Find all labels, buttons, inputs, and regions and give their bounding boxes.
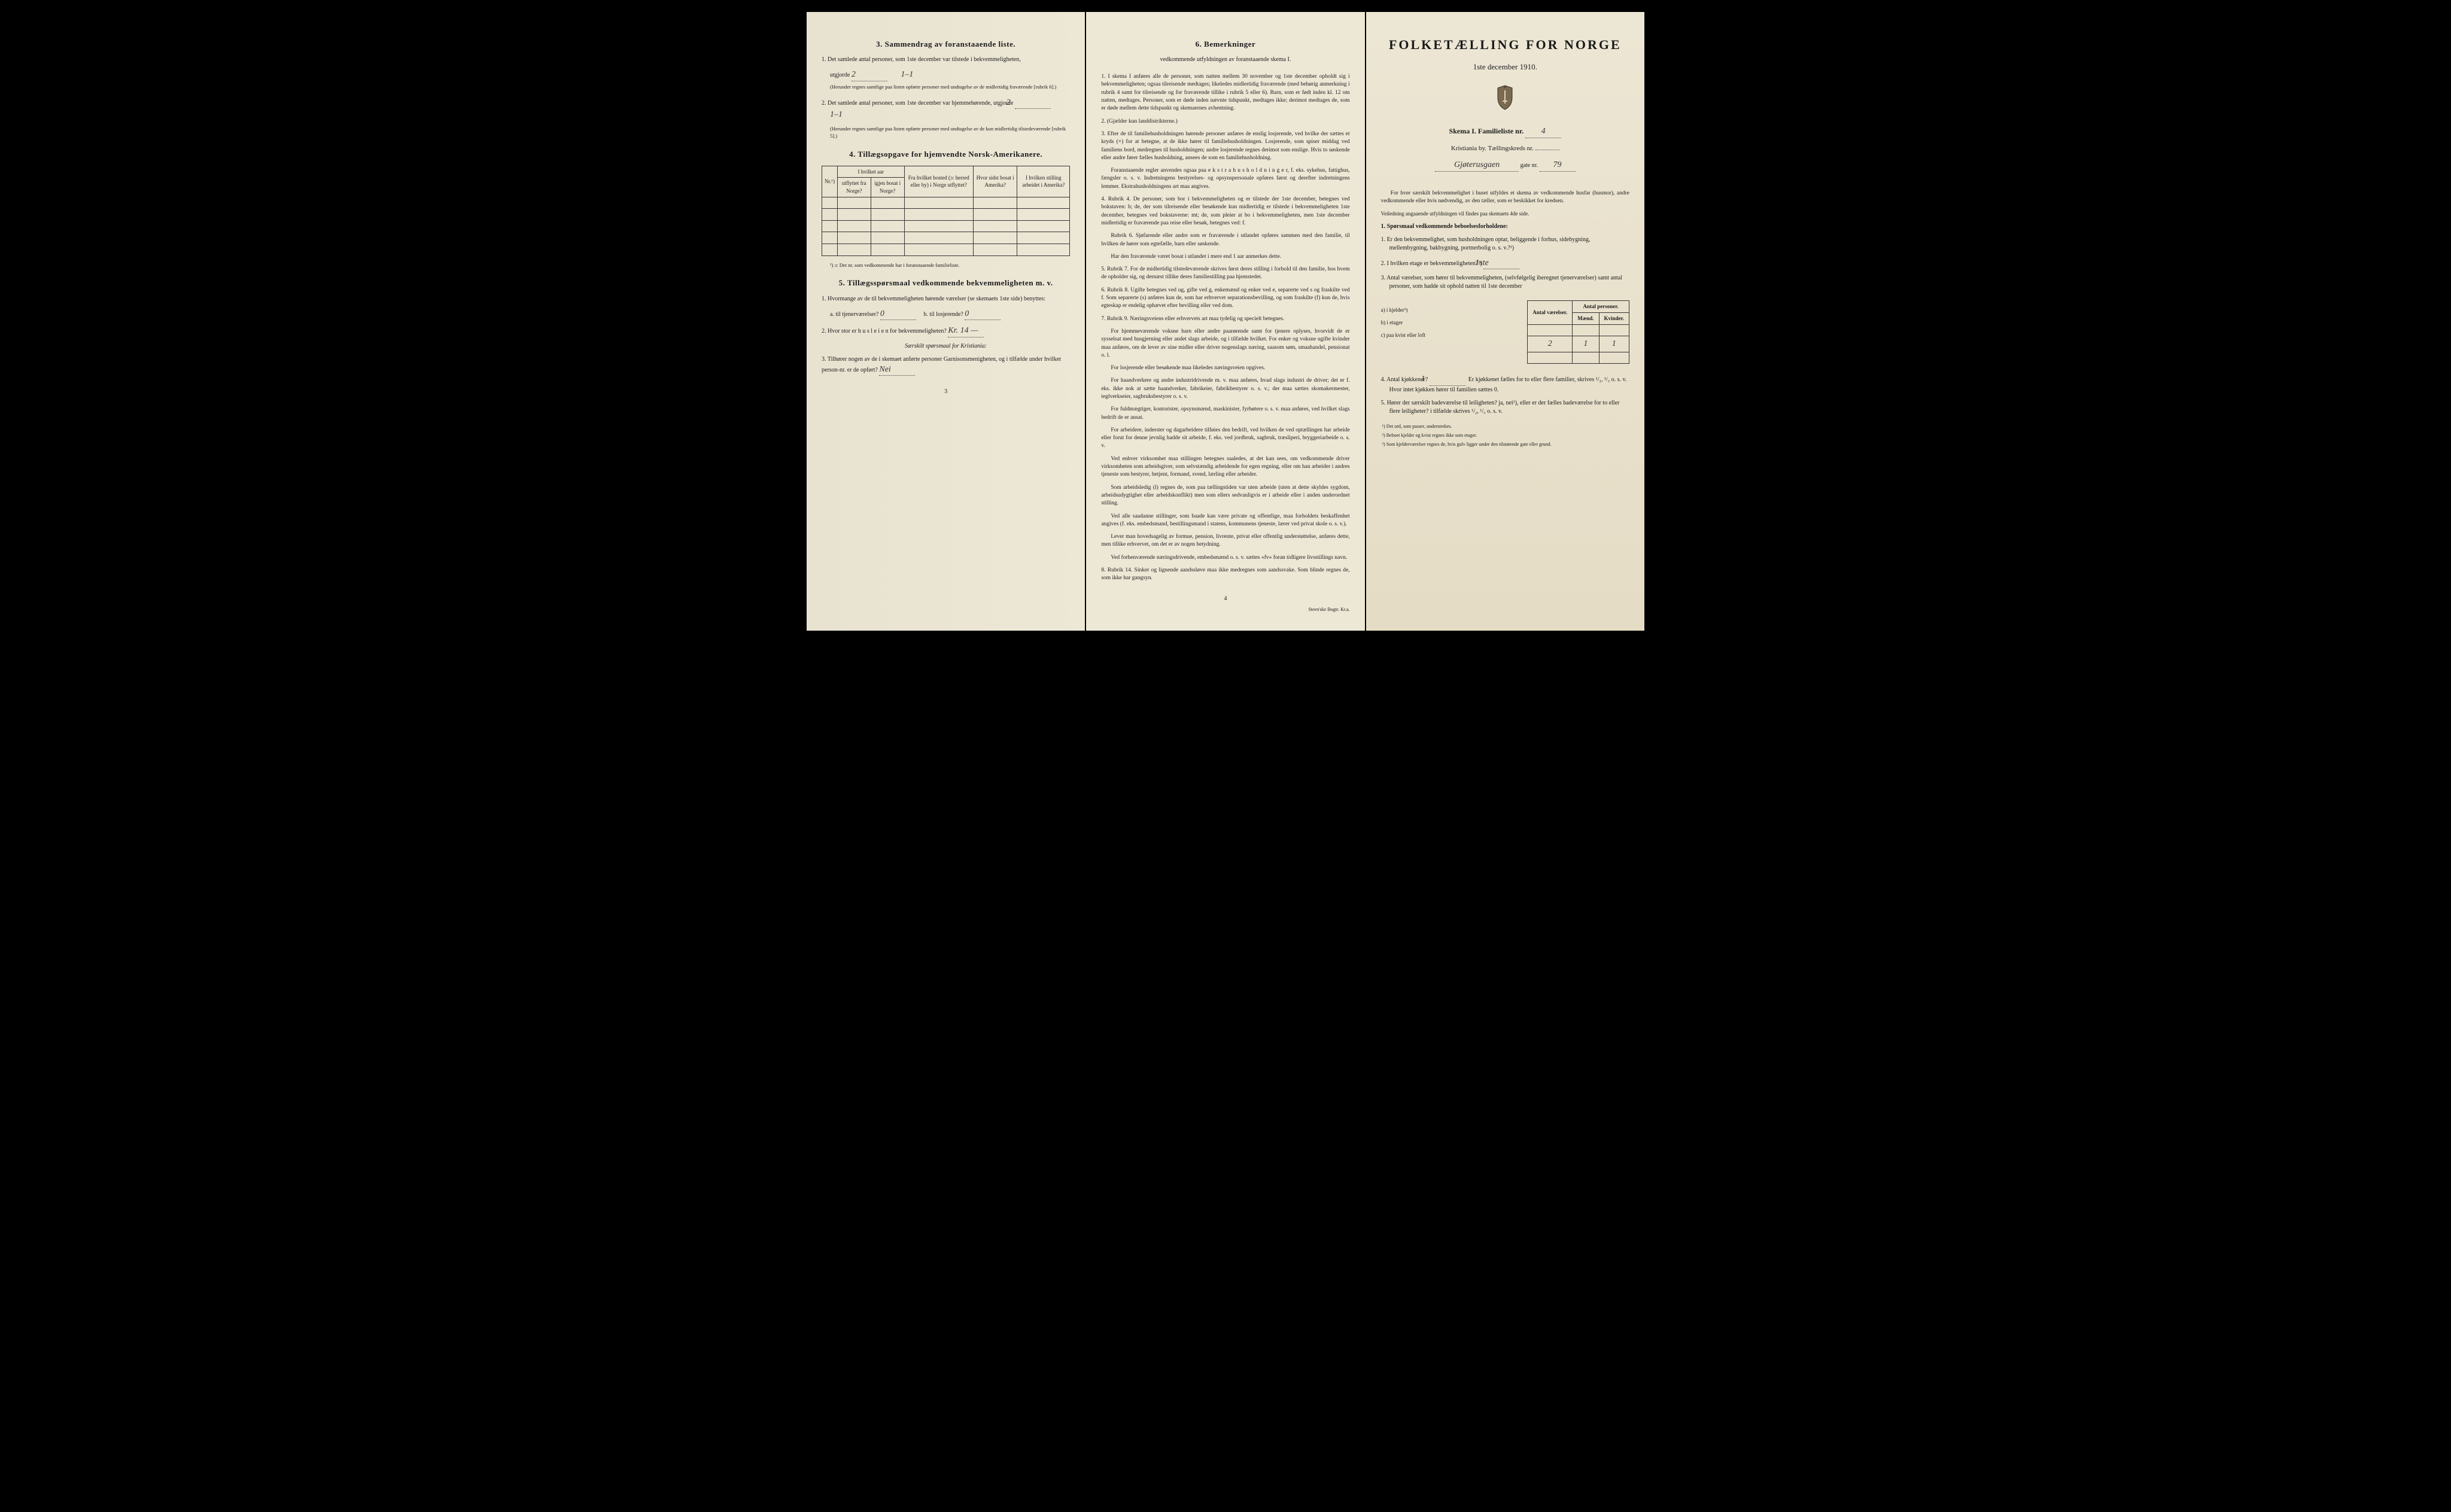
- intro-para-2: Veiledning angaaende utfyldningen vil fi…: [1381, 210, 1629, 218]
- note-7f: For arbeidere, inderster og dagarbeidere…: [1101, 427, 1349, 451]
- emigrant-table: Nr.¹) I hvilket aar Fra hvilket bosted (…: [822, 166, 1070, 256]
- p3-q4-val: 1: [1430, 373, 1465, 386]
- q5-2: 2. Hvor stor er h u s l e i e n for bekv…: [822, 325, 1070, 337]
- census-document: 3. Sammendrag av foranstaaende liste. 1.…: [807, 12, 1644, 631]
- q5-1a-val: 0: [880, 308, 916, 321]
- q2-note: (Herunder regnes samtlige paa listen opf…: [822, 126, 1070, 140]
- section-6-title: 6. Bemerkninger: [1101, 39, 1349, 50]
- p3-q3: 3. Antal værelser, som hører til bekvemm…: [1381, 274, 1629, 291]
- note-4c: Har den fraværende været bosat i utlande…: [1101, 253, 1349, 261]
- q1-alt: 1–1: [901, 70, 913, 79]
- section-5-title: 5. Tillægsspørsmaal vedkommende bekvemme…: [822, 278, 1070, 288]
- p3-q1: 1. Er den bekvemmelighet, som husholdnin…: [1381, 236, 1629, 252]
- familieliste-nr: 4: [1525, 126, 1561, 138]
- note-7h: Som arbeidsledig (l) regnes de, som paa …: [1101, 484, 1349, 508]
- census-date: 1ste december 1910.: [1381, 62, 1629, 72]
- street-name: Gjøterusgaen: [1435, 159, 1519, 172]
- table-row: [822, 197, 1070, 209]
- q2-text: 2. Det samlede antal personer, som 1ste …: [822, 97, 1070, 121]
- row-c-label: c) paa kvist eller loft: [1381, 331, 1528, 339]
- note-7e: For fuldmægtiger, kontorister, opsynsmæn…: [1101, 406, 1349, 422]
- note-6: 6. Rubrik 8. Ugifte betegnes ved ug, gif…: [1101, 287, 1349, 311]
- q1-note: (Herunder regnes samtlige paa listen opf…: [822, 84, 1070, 91]
- note-4b: Rubrik 6. Sjøfarende eller andre som er …: [1101, 232, 1349, 248]
- section-6-sub: vedkommende utfyldningen av foranstaaend…: [1101, 56, 1349, 64]
- section-4-title: 4. Tillægsopgave for hjemvendte Norsk-Am…: [822, 149, 1070, 160]
- p3-q4: 4. Antal kjøkkener? 1 Er kjøkkenet fælle…: [1381, 373, 1629, 394]
- page-number: 3: [822, 388, 1070, 396]
- note-7d: For haandverkere og andre industridriven…: [1101, 377, 1349, 401]
- footnote-1: ¹) Det ord, som passer, understrekes.: [1381, 423, 1629, 430]
- table4-footnote: ¹) ɔ: Det nr. som vedkommende har i fora…: [822, 262, 1070, 269]
- page-3: 3. Sammendrag av foranstaaende liste. 1.…: [807, 12, 1085, 631]
- p3-q2-val: 1ste: [1483, 257, 1519, 270]
- table-row: [822, 209, 1070, 221]
- table-row: [1528, 352, 1629, 364]
- page-1-front: FOLKETÆLLING FOR NORGE 1ste december 191…: [1366, 12, 1644, 631]
- note-7i: Ved alle saadanne stillinger, som baade …: [1101, 513, 1349, 529]
- q1-answer-line: utgjorde 2 1–1: [830, 69, 1070, 81]
- q2-value: 2: [1015, 97, 1051, 109]
- location-line: Kristiania by. Tællingskreds nr.: [1381, 144, 1629, 153]
- note-7j: Lever man hovedsagelig av formue, pensio…: [1101, 533, 1349, 549]
- q5-1b-val: 0: [965, 308, 1001, 321]
- footnote-2: ²) Beboet kjelder og kvist regnes ikke s…: [1381, 432, 1629, 439]
- rooms-table: Antal værelser. Antal personer. Mænd. Kv…: [1527, 300, 1629, 364]
- q5-3-val: Nei: [879, 364, 915, 376]
- q5-subhead: Særskilt spørsmaal for Kristiania:: [822, 342, 1070, 351]
- page-number: 4: [1101, 595, 1349, 603]
- table-row: [822, 232, 1070, 244]
- note-2: 2. (Gjælder kun landdistrikterne.): [1101, 118, 1349, 126]
- footnote-3: ³) Som kjelderværelser regnes de, hvis g…: [1381, 441, 1629, 448]
- q5-1: 1. Hvormange av de til bekvemmeligheten …: [822, 295, 1070, 303]
- q5-2-val: Kr. 14 —: [948, 325, 984, 337]
- note-3b: Foranstaaende regler anvendes ogsaa paa …: [1101, 167, 1349, 191]
- table-row: [822, 220, 1070, 232]
- note-1: 1. I skema I anføres alle de personer, s…: [1101, 73, 1349, 112]
- p3-q5: 5. Hører der særskilt badeværelse til le…: [1381, 399, 1629, 416]
- gate-nr: 79: [1540, 159, 1576, 172]
- row-b-label: b) i etager: [1381, 319, 1528, 327]
- skema-line: Skema I. Familieliste nr. 4: [1381, 126, 1629, 138]
- table-row: [1528, 324, 1629, 336]
- coat-of-arms-icon: [1381, 84, 1629, 114]
- printer-credit: Steen'ske Bogtr. Kr.a.: [1101, 606, 1349, 613]
- note-3: 3. Efter de til familiehusholdningen hør…: [1101, 130, 1349, 162]
- q1-text: 1. Det samlede antal personer, som 1ste …: [822, 56, 1070, 64]
- intro-para: For hver særskilt bekvemmelighet i huset…: [1381, 190, 1629, 206]
- q5-3: 3. Tilhører nogen av de i skemaet anført…: [822, 355, 1070, 376]
- table-row: 2 1 1: [1528, 336, 1629, 352]
- note-8: 8. Rubrik 14. Sinker og lignende aandssl…: [1101, 567, 1349, 583]
- note-7k: Ved forhenværende næringsdrivende, embed…: [1101, 554, 1349, 562]
- q1-value: 2: [852, 69, 887, 81]
- note-4: 4. Rubrik 4. De personer, som bor i bekv…: [1101, 196, 1349, 227]
- note-7g: Ved enhver virksomhet maa stillingen bet…: [1101, 455, 1349, 479]
- q2-alt: 1–1: [830, 110, 843, 119]
- note-5: 5. Rubrik 7. For de midlertidig tilstede…: [1101, 266, 1349, 282]
- address-line: Gjøterusgaen gate nr. 79: [1381, 159, 1629, 172]
- note-7c: For losjerende eller besøkende maa likel…: [1101, 364, 1349, 372]
- p3-q2: 2. I hvilken etage er bekvemmeligheten?²…: [1381, 257, 1629, 270]
- note-7: 7. Rubrik 9. Næringsveiens eller erhverv…: [1101, 315, 1349, 323]
- table-row: [822, 244, 1070, 255]
- section-1-title: 1. Spørsmaal vedkommende beboelsesforhol…: [1381, 223, 1629, 231]
- section-3-title: 3. Sammendrag av foranstaaende liste.: [822, 39, 1070, 50]
- note-7b: For hjemmeværende voksne barn eller andr…: [1101, 328, 1349, 360]
- page-4: 6. Bemerkninger vedkommende utfyldningen…: [1086, 12, 1364, 631]
- row-a-label: a) i kjelder³): [1381, 306, 1528, 314]
- main-title: FOLKETÆLLING FOR NORGE: [1381, 36, 1629, 54]
- q5-1-answers: a. til tjenerværelser? 0 b. til losjeren…: [830, 308, 1070, 321]
